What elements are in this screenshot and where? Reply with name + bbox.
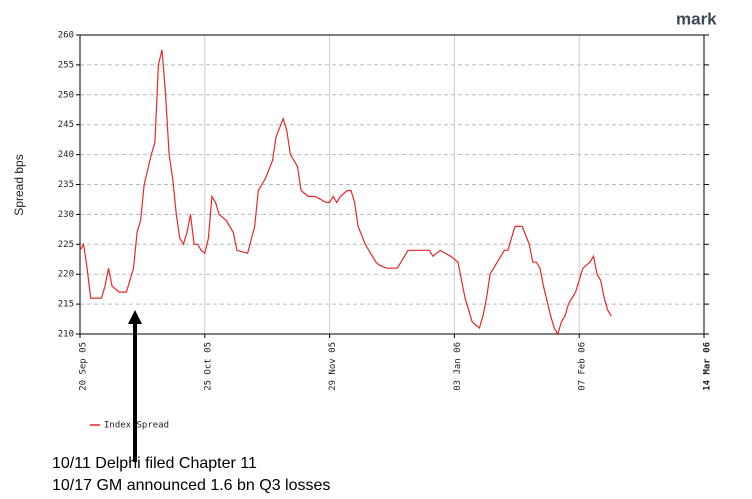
legend-label: Index Spread [104, 421, 169, 431]
series-line [79, 49, 612, 336]
y-tick-label: 255 [58, 60, 74, 70]
y-tick-label: 250 [58, 90, 74, 100]
x-tick-label: 14 Mar 06 [703, 342, 713, 391]
y-tick-label: 215 [58, 300, 74, 310]
x-tick-label: 29 Nov 05 [328, 342, 338, 391]
annotation: 10/11 Delphi filed Chapter 11 [52, 455, 257, 472]
x-tick-label: 07 Feb 06 [578, 342, 588, 391]
y-tick-label: 220 [58, 270, 74, 280]
y-tick-label: 210 [58, 330, 74, 340]
x-tick-label: 25 Oct 05 [203, 342, 213, 391]
y-tick-label: 245 [58, 120, 74, 130]
y-tick-label: 260 [58, 31, 74, 41]
x-tick-label: 20 Sep 05 [79, 342, 89, 391]
annotation: 10/17 GM announced 1.6 bn Q3 losses [52, 477, 330, 494]
annotation-arrowhead [128, 310, 142, 324]
y-tick-label: 235 [58, 180, 74, 190]
y-tick-label: 230 [58, 210, 74, 220]
plot-frame [79, 34, 705, 335]
brand-logo: mark [676, 9, 717, 28]
y-axis-label: Spread bps [12, 154, 26, 215]
y-tick-label: 240 [58, 150, 74, 160]
y-tick-label: 225 [58, 240, 74, 250]
x-tick-label: 03 Jan 06 [453, 342, 463, 391]
